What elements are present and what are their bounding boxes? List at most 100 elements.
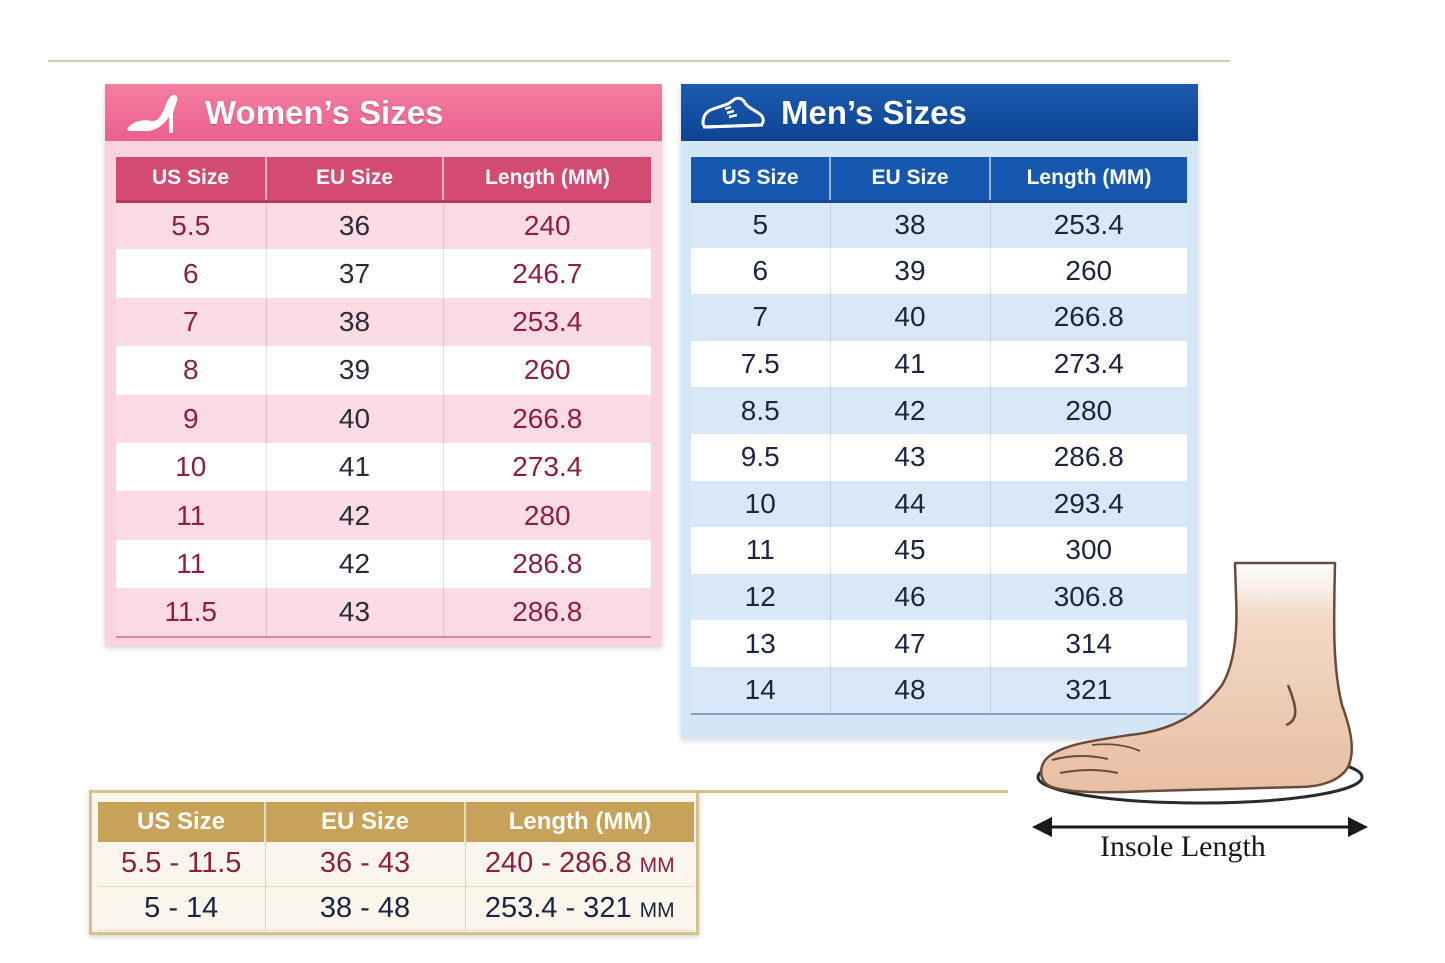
table-header-row: US Size EU Size Length (MM) (98, 802, 694, 842)
length-cell: 286.8 (443, 539, 651, 589)
column-header-us-size: US Size (691, 157, 831, 203)
length-cell: 253.4 (990, 201, 1187, 248)
eu-size-cell: 39 (830, 247, 991, 295)
length-cell: 246.7 (443, 249, 651, 298)
womens-panel-header: Women’s Sizes (105, 84, 662, 141)
column-header-eu-size: EU Size (266, 157, 444, 203)
eu-size-cell: 48 (830, 666, 991, 715)
table-header-row: US Size EU Size Length (MM) (691, 157, 1187, 203)
table-row: 5 38 253.4 (691, 201, 1187, 248)
table-row: 9 40 266.8 (116, 394, 651, 443)
table-row: 7 38 253.4 (116, 297, 651, 347)
table-row: 8.5 42 280 (691, 387, 1187, 434)
mens-size-table: US Size EU Size Length (MM) 5 38 253.4 6 39… (691, 157, 1187, 715)
length-range-value: 253.4 - 321 (484, 891, 632, 924)
eu-size-cell: 39 (266, 346, 444, 395)
table-row: 5.5 36 240 (116, 201, 651, 250)
eu-size-cell: 42 (266, 539, 444, 589)
us-size-range: 5.5 - 11.5 (98, 842, 266, 887)
summary-divider (697, 790, 1008, 793)
sneaker-icon (699, 91, 769, 135)
mens-size-panel: Men’s Sizes US Size EU Size Length (MM) … (681, 84, 1198, 738)
eu-size-cell: 38 (830, 201, 991, 248)
table-row: 9.5 43 286.8 (691, 433, 1187, 481)
length-cell: 300 (990, 527, 1187, 574)
size-range-summary: US Size EU Size Length (MM) 5.5 - 11.5 3… (89, 790, 699, 935)
length-unit: MM (639, 898, 675, 922)
eu-size-cell: 41 (266, 442, 444, 492)
column-header-us-size: US Size (98, 802, 266, 842)
high-heel-icon (123, 91, 193, 135)
eu-size-cell: 37 (266, 249, 444, 298)
eu-size-range: 38 - 48 (265, 886, 466, 931)
us-size-cell: 8.5 (691, 387, 831, 434)
eu-size-cell: 40 (830, 294, 991, 341)
table-row: 11 42 280 (116, 491, 651, 540)
us-size-cell: 9 (116, 394, 267, 443)
length-cell: 253.4 (443, 297, 651, 347)
us-size-cell: 6 (691, 247, 831, 295)
us-size-cell: 10 (116, 442, 267, 492)
table-row: 13 47 314 (691, 620, 1187, 667)
size-range-table: US Size EU Size Length (MM) 5.5 - 11.5 3… (98, 802, 694, 931)
eu-size-cell: 43 (266, 588, 444, 638)
us-size-cell: 11 (116, 491, 267, 540)
top-divider (48, 60, 1230, 62)
table-row: 6 37 246.7 (116, 249, 651, 298)
eu-size-cell: 41 (830, 340, 991, 388)
length-cell: 260 (990, 247, 1187, 295)
table-row: 10 41 273.4 (116, 442, 651, 492)
table-row: 11.5 43 286.8 (116, 588, 651, 638)
us-size-cell: 6 (116, 249, 267, 298)
us-size-cell: 10 (691, 480, 831, 528)
length-range-value: 240 - 286.8 (484, 847, 632, 880)
eu-size-cell: 40 (266, 394, 444, 443)
length-cell: 240 (443, 201, 651, 250)
eu-size-cell: 43 (830, 433, 991, 481)
column-header-length: Length (MM) (443, 157, 651, 203)
table-row: 14 48 321 (691, 666, 1187, 715)
length-cell: 293.4 (990, 480, 1187, 528)
eu-size-cell: 42 (830, 387, 991, 434)
eu-size-cell: 36 (266, 201, 444, 250)
length-cell: 306.8 (990, 573, 1187, 621)
us-size-cell: 7 (691, 294, 831, 341)
length-cell: 260 (443, 346, 651, 395)
eu-size-cell: 47 (830, 620, 991, 667)
table-row: 10 44 293.4 (691, 480, 1187, 528)
length-cell: 321 (990, 666, 1187, 715)
length-cell: 280 (443, 491, 651, 540)
womens-panel-title: Women’s Sizes (205, 93, 444, 131)
length-cell: 280 (990, 387, 1187, 434)
length-cell: 286.8 (443, 588, 651, 638)
length-range: 253.4 - 321 MM (465, 886, 694, 931)
column-header-us-size: US Size (116, 157, 267, 203)
column-header-length: Length (MM) (465, 802, 694, 842)
us-size-cell: 7 (116, 297, 267, 347)
length-unit: MM (639, 854, 675, 878)
eu-size-range: 36 - 43 (265, 842, 466, 887)
length-cell: 286.8 (990, 433, 1187, 481)
length-cell: 273.4 (990, 340, 1187, 388)
table-row: 11 45 300 (691, 527, 1187, 574)
mens-range-row: 5 - 14 38 - 48 253.4 - 321 MM (98, 886, 694, 931)
womens-size-panel: Women’s Sizes US Size EU Size Length (MM… (105, 84, 662, 646)
womens-size-table: US Size EU Size Length (MM) 5.5 36 240 6 37… (116, 157, 651, 638)
us-size-cell: 12 (691, 573, 831, 621)
length-cell: 314 (990, 620, 1187, 667)
us-size-cell: 5 (691, 201, 831, 248)
column-header-eu-size: EU Size (830, 157, 991, 203)
us-size-cell: 5.5 (116, 201, 267, 250)
foot-illustration (1030, 555, 1370, 875)
us-size-cell: 8 (116, 346, 267, 395)
length-cell: 266.8 (443, 394, 651, 443)
us-size-cell: 14 (691, 666, 831, 715)
table-row: 7.5 41 273.4 (691, 340, 1187, 388)
table-row: 11 42 286.8 (116, 539, 651, 589)
column-header-eu-size: EU Size (265, 802, 466, 842)
eu-size-cell: 44 (830, 480, 991, 528)
table-row: 12 46 306.8 (691, 573, 1187, 621)
table-row: 6 39 260 (691, 247, 1187, 295)
insole-length-label: Insole Length (1100, 830, 1266, 863)
eu-size-cell: 46 (830, 573, 991, 621)
